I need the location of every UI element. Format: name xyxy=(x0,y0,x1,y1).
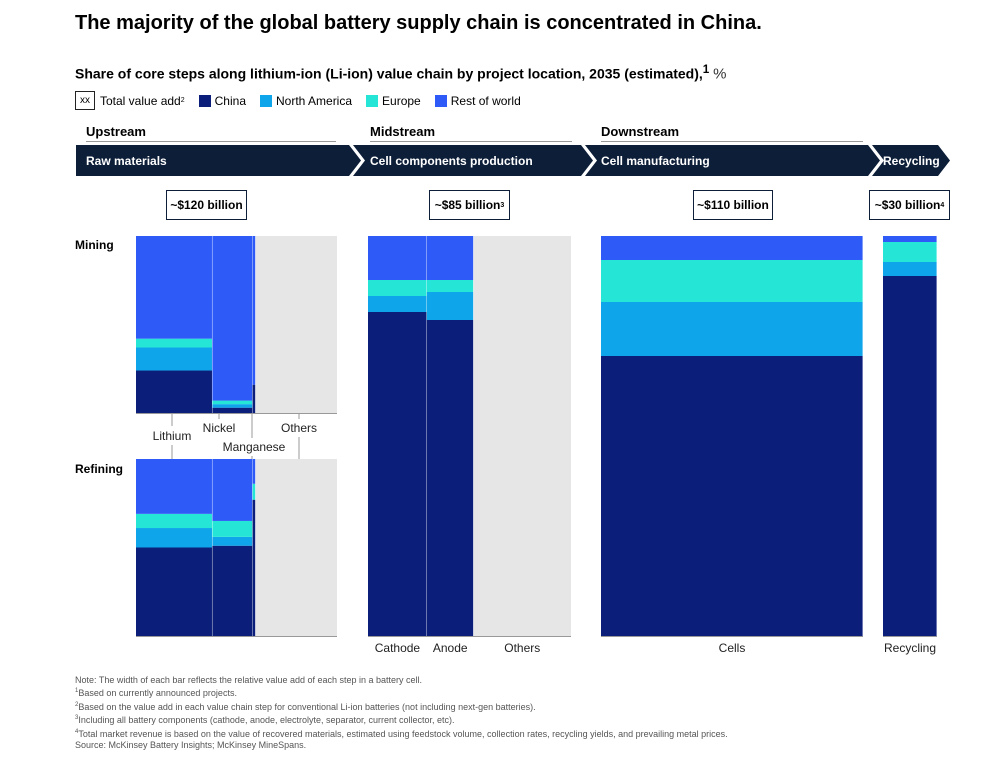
bar-components-cathode-europe xyxy=(368,280,427,296)
footnotes: Note: The width of each bar reflects the… xyxy=(75,675,728,751)
bar-refining-lithium-rest-of-world xyxy=(136,459,213,514)
bar-mining-lithium-europe xyxy=(136,338,213,348)
bar-refining-lithium-north-america xyxy=(136,528,213,548)
footnote-3: 3Including all battery components (catho… xyxy=(75,715,455,726)
stage-midstream: Midstream xyxy=(370,124,436,139)
step-cell-manufacturing-label: Cell manufacturing xyxy=(601,154,710,168)
legend-item-china: China xyxy=(198,94,246,108)
bar-components-anode-north-america xyxy=(426,292,474,320)
bar-refining-nickel-north-america xyxy=(212,536,253,546)
bar-mining-nickel-europe xyxy=(212,400,253,405)
footnote-2: 2Based on the value add in each value ch… xyxy=(75,701,536,712)
value-add-cell-manufacturing: ~$110 billion xyxy=(693,190,773,220)
category-labels: Cathode Anode Others Cells Recycling Lithium N… xyxy=(153,421,936,655)
value-add-raw-materials: ~$120 billion xyxy=(166,190,247,220)
bar-components-anode-china xyxy=(426,320,474,636)
mining-refining-connectors xyxy=(171,413,300,459)
chart-marks xyxy=(136,236,938,637)
step-cell-components-label: Cell components production xyxy=(370,154,533,168)
category-label-raw-lithium: Lithium xyxy=(153,429,192,443)
value-add-cell-components: ~$85 billion 3 xyxy=(429,190,510,220)
legend-swatch-north-america xyxy=(260,94,272,107)
category-label-cells-cells: Cells xyxy=(719,641,746,655)
category-label-components-cathode: Cathode xyxy=(375,641,421,655)
footnote-1: 1Based on currently announced projects. xyxy=(75,688,237,699)
bar-components-anode-rest-of-world xyxy=(426,236,474,280)
value-chain-arrow-band xyxy=(76,145,950,176)
bar-refining-manganese-europe xyxy=(252,483,256,500)
bar-mining-nickel-china xyxy=(212,407,253,413)
stage-upstream-line xyxy=(86,141,336,142)
step-raw-materials-label: Raw materials xyxy=(86,154,167,168)
category-label-components-anode: Anode xyxy=(433,641,468,655)
bar-mining-nickel-north-america xyxy=(212,404,253,408)
bar-mining-others-others xyxy=(255,236,337,413)
bar-refining-nickel-europe xyxy=(212,520,253,537)
bar-refining-lithium-europe xyxy=(136,513,213,529)
legend: xx Total value add 2 China North America … xyxy=(75,91,535,110)
bar-refining-lithium-china xyxy=(136,547,213,636)
chart-subtitle: Share of core steps along lithium-ion (L… xyxy=(75,63,727,83)
step-recycling-label: Recycling xyxy=(883,154,940,168)
bar-cells-cells-rest-of-world xyxy=(601,236,863,260)
source-line: Source: McKinsey Battery Insights; McKin… xyxy=(75,740,307,751)
category-label-raw-nickel: Nickel xyxy=(203,421,236,435)
value-add-recycling: ~$30 billion 4 xyxy=(869,190,950,220)
bar-components-cathode-rest-of-world xyxy=(368,236,427,280)
bar-components-anode-europe xyxy=(426,280,474,292)
bar-components-others-others xyxy=(473,236,571,636)
bar-mining-manganese-china xyxy=(252,384,256,413)
legend-swatch-rest-of-world xyxy=(434,94,447,107)
bar-mining-lithium-north-america xyxy=(136,347,213,371)
legend-item-total-value-add: xx Total value add 2 xyxy=(75,91,185,110)
stage-downstream: Downstream xyxy=(601,124,680,139)
arrow-recycling xyxy=(872,145,950,176)
bar-refining-nickel-rest-of-world xyxy=(212,459,253,521)
bar-mining-nickel-rest-of-world xyxy=(212,236,253,401)
legend-item-north-america: North America xyxy=(260,94,352,108)
bar-mining-manganese-rest-of-world xyxy=(252,236,256,385)
bar-recycling-recycling-rest-of-world xyxy=(883,236,937,242)
stage-midstream-line xyxy=(370,141,572,142)
bar-mining-lithium-rest-of-world xyxy=(136,236,213,339)
row-label-refining: Refining xyxy=(75,462,123,476)
footnote-4: 4Total market revenue is based on the va… xyxy=(75,728,728,739)
arrow-cell-manufacturing xyxy=(585,145,880,176)
legend-value-box-icon: xx xyxy=(75,91,95,110)
stage-upstream: Upstream xyxy=(86,124,146,139)
category-label-raw-others: Others xyxy=(281,421,317,435)
bar-refining-manganese-china xyxy=(252,499,256,636)
category-label-recycling-recycling: Recycling xyxy=(884,641,936,655)
bar-refining-others-others xyxy=(255,459,337,636)
bar-components-cathode-north-america xyxy=(368,296,427,312)
legend-swatch-europe xyxy=(366,94,379,107)
legend-item-rest-of-world: Rest of world xyxy=(434,94,521,108)
legend-item-europe: Europe xyxy=(366,94,421,108)
bar-cells-cells-europe xyxy=(601,260,863,302)
arrow-cell-components xyxy=(353,145,593,176)
legend-swatch-china xyxy=(198,94,211,107)
bar-cells-cells-north-america xyxy=(601,302,863,356)
chart-title: The majority of the global battery suppl… xyxy=(75,12,762,34)
bar-recycling-recycling-europe xyxy=(883,242,937,262)
bar-recycling-recycling-north-america xyxy=(883,262,937,276)
bar-mining-lithium-china xyxy=(136,370,213,413)
stage-downstream-line xyxy=(601,141,863,142)
bar-refining-nickel-china xyxy=(212,545,253,636)
category-label-components-others: Others xyxy=(504,641,540,655)
bar-recycling-recycling-china xyxy=(883,276,937,636)
category-label-raw-manganese: Manganese xyxy=(223,440,286,454)
bar-cells-cells-china xyxy=(601,356,863,636)
bar-refining-manganese-rest-of-world xyxy=(252,459,256,484)
bar-components-cathode-china xyxy=(368,312,427,636)
row-label-mining: Mining xyxy=(75,238,114,252)
note-line: Note: The width of each bar reflects the… xyxy=(75,675,423,685)
arrow-raw-materials xyxy=(76,145,361,176)
